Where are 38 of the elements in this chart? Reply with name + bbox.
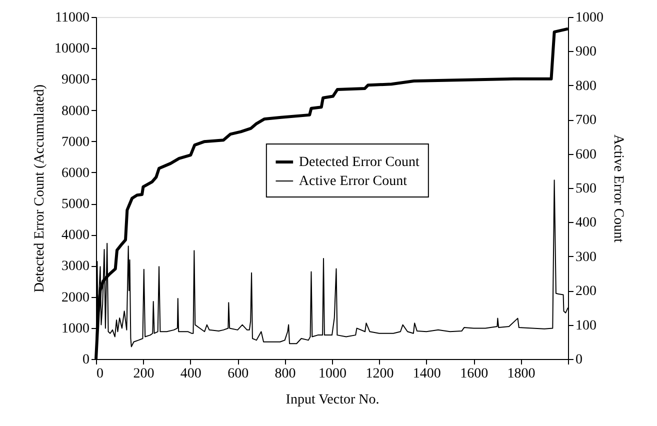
x-tick-label: 0 [96,366,104,382]
x-tick-label: 1800 [507,366,536,382]
x-tick-label: 1600 [460,366,488,382]
y2-tick-label: 400 [576,216,596,231]
x-tick-label: 400 [180,366,202,382]
y-axis-title: Detected Error Count (Accumulated) [32,84,48,292]
y-tick-label: 11000 [55,10,90,26]
y-tick-label: 0 [82,352,90,368]
y2-tick-label: 1000 [576,10,604,26]
y-tick-label: 6000 [62,166,90,181]
legend-label: Detected Error Count [298,155,420,170]
x-tick-label: 1400 [412,366,441,382]
y-tick-label: 3000 [62,259,90,274]
y-tick-label: 5000 [62,197,90,212]
y-tick-label: 4000 [62,228,90,244]
x-tick-label: 200 [133,366,154,382]
x-axis-title: Input Vector No. [286,392,380,408]
y-tick-label: 2000 [62,290,90,306]
x-tick-label: 800 [274,366,296,382]
y-tick-label: 9000 [62,72,90,88]
y2-tick-label: 900 [576,44,596,60]
y2-tick-label: 300 [576,250,596,265]
y2-axis-title: Active Error Count [610,134,626,243]
y2-tick-label: 500 [576,182,596,196]
y2-tick-label: 200 [576,284,596,300]
y-tick-label: 1000 [62,321,90,336]
x-tick-label: 600 [228,366,249,382]
y-tick-label: 7000 [62,134,90,150]
y2-tick-label: 100 [576,318,596,334]
y2-tick-label: 800 [576,78,596,94]
legend-label: Active Error Count [298,174,408,190]
y2-tick-label: 0 [576,352,582,368]
x-tick-label: 1000 [318,366,346,382]
x-tick-label: 1200 [366,366,394,382]
y-tick-label: 10000 [54,42,90,57]
y2-tick-label: 700 [576,113,596,128]
y2-tick-label: 600 [576,147,596,162]
y-tick-label: 8000 [62,104,90,119]
